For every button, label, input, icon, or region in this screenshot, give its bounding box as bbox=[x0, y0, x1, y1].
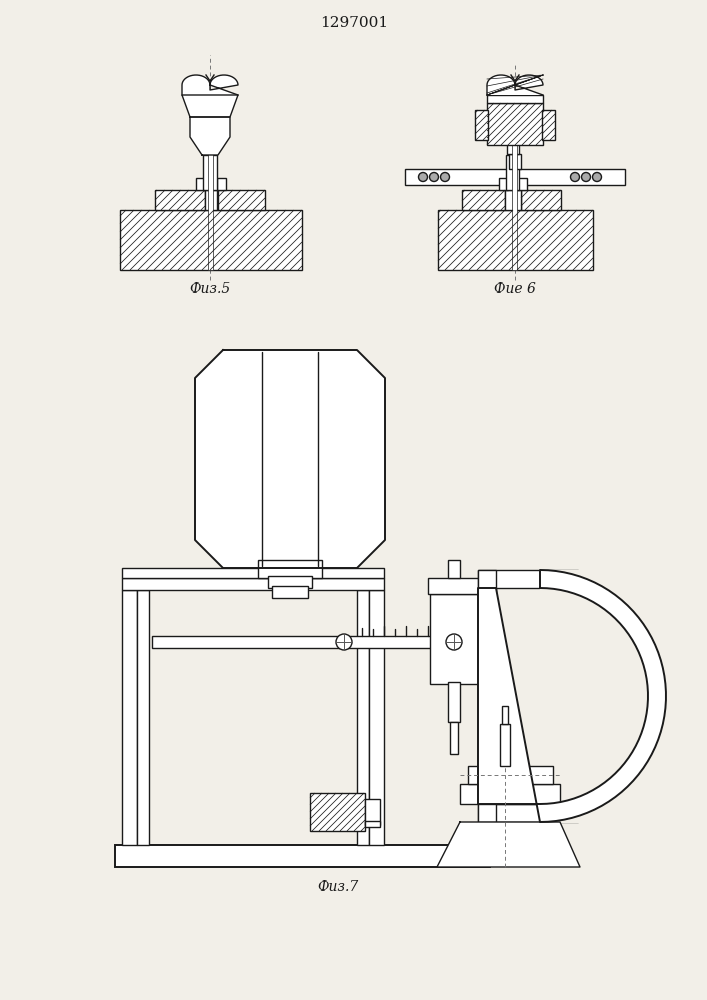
Bar bbox=[218, 190, 265, 210]
Bar bbox=[448, 560, 460, 578]
Text: Физ.7: Физ.7 bbox=[317, 880, 358, 894]
Bar bbox=[310, 793, 365, 831]
Circle shape bbox=[440, 172, 450, 182]
Bar bbox=[272, 586, 308, 598]
Bar bbox=[542, 110, 555, 140]
Bar bbox=[205, 190, 217, 210]
Circle shape bbox=[571, 172, 580, 182]
Bar bbox=[196, 178, 205, 190]
Circle shape bbox=[419, 172, 428, 182]
Bar bbox=[428, 578, 480, 594]
Bar bbox=[478, 570, 578, 588]
Bar bbox=[365, 821, 380, 827]
Bar bbox=[122, 590, 137, 845]
Bar bbox=[120, 210, 302, 270]
Circle shape bbox=[429, 172, 438, 182]
Polygon shape bbox=[478, 570, 666, 822]
Circle shape bbox=[446, 634, 462, 650]
Bar bbox=[509, 154, 514, 169]
Circle shape bbox=[336, 634, 352, 650]
Bar bbox=[512, 110, 517, 270]
Bar bbox=[137, 590, 149, 845]
Bar bbox=[506, 155, 519, 190]
Bar bbox=[155, 190, 205, 210]
Bar bbox=[365, 799, 380, 825]
Bar bbox=[405, 169, 625, 185]
Bar bbox=[521, 190, 561, 210]
Bar bbox=[203, 155, 217, 190]
Text: Физ.5: Физ.5 bbox=[189, 282, 230, 296]
Polygon shape bbox=[195, 350, 385, 568]
Circle shape bbox=[581, 172, 590, 182]
Polygon shape bbox=[182, 95, 238, 117]
Polygon shape bbox=[182, 75, 238, 95]
Bar bbox=[462, 190, 505, 210]
Polygon shape bbox=[437, 822, 580, 867]
Bar bbox=[505, 190, 521, 210]
Bar bbox=[208, 115, 213, 270]
Bar bbox=[487, 95, 543, 103]
Bar bbox=[450, 722, 458, 754]
Bar bbox=[152, 636, 440, 648]
Bar bbox=[438, 210, 593, 270]
Bar bbox=[115, 845, 490, 867]
Polygon shape bbox=[487, 75, 543, 95]
Bar bbox=[468, 766, 553, 784]
Bar bbox=[430, 594, 478, 684]
Text: Фие 6: Фие 6 bbox=[494, 282, 536, 296]
Bar bbox=[475, 110, 488, 140]
Bar bbox=[258, 560, 322, 578]
Bar bbox=[122, 578, 384, 590]
Bar bbox=[369, 590, 384, 845]
Bar bbox=[499, 178, 508, 190]
Bar bbox=[502, 706, 508, 724]
Circle shape bbox=[592, 172, 602, 182]
Bar bbox=[357, 590, 369, 845]
Bar bbox=[516, 154, 521, 169]
Bar bbox=[217, 178, 226, 190]
Bar bbox=[507, 142, 519, 154]
Bar bbox=[460, 784, 560, 804]
Bar bbox=[518, 178, 527, 190]
Text: 1297001: 1297001 bbox=[320, 16, 388, 30]
Bar bbox=[268, 576, 312, 588]
Bar bbox=[448, 682, 460, 722]
Polygon shape bbox=[190, 117, 230, 155]
Bar bbox=[122, 568, 384, 578]
Bar bbox=[487, 103, 543, 145]
Bar bbox=[500, 724, 510, 766]
Bar bbox=[478, 570, 496, 822]
Bar bbox=[478, 804, 578, 822]
